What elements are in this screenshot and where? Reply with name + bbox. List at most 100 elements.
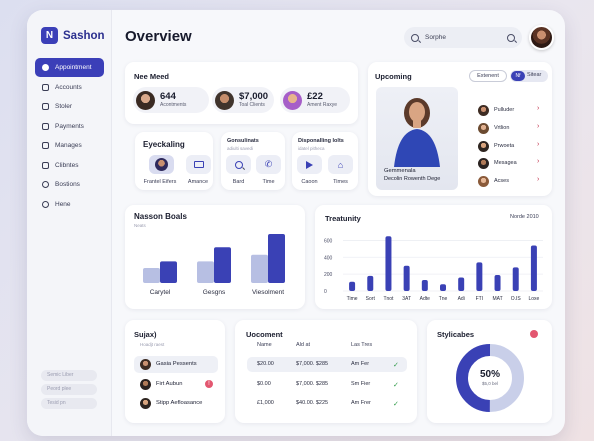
bar: [494, 274, 501, 291]
metric-ament[interactable]: £22 Ament Raxye: [280, 87, 350, 113]
sidebar-item-appointment[interactable]: Appointment: [35, 58, 104, 77]
disponal-tile-1[interactable]: [297, 155, 322, 174]
list-item[interactable]: Acses: [478, 174, 509, 188]
avatar[interactable]: [529, 25, 554, 50]
bar: [512, 267, 519, 291]
sidebar-item-label: Payments: [55, 122, 84, 130]
featured-person-photo: [376, 87, 458, 190]
sidebar-nav: Appointment Accounts Stoler Payments Man…: [35, 58, 104, 214]
sidebar-item-clibntes[interactable]: Clibntes: [35, 156, 104, 175]
search-submit-icon[interactable]: [507, 33, 515, 42]
sidebar-item-label: Hene: [55, 200, 71, 208]
tile-label: Amance: [187, 179, 209, 185]
footer-pill[interactable]: Semic Liber: [41, 370, 97, 381]
chevron-right-icon[interactable]: ›: [537, 105, 540, 112]
footer-pill[interactable]: Peord plee: [41, 384, 97, 395]
home-icon: ⌂: [337, 159, 344, 170]
card-title: Eyeckaling: [143, 140, 185, 149]
list-item-label: Vrtlion: [494, 125, 510, 131]
column-header[interactable]: Ald at: [296, 342, 311, 348]
list-item[interactable]: Vrtlion: [478, 121, 509, 135]
avatar: [140, 398, 151, 409]
donut-center-value: 50%: [479, 369, 500, 380]
tile-label: Times: [333, 179, 348, 185]
metric-appointments[interactable]: 644 Acontments: [133, 87, 209, 113]
chart-legend: Norde 2010: [510, 214, 539, 220]
bar: [440, 284, 446, 291]
bar: [403, 265, 410, 291]
chevron-right-icon[interactable]: ›: [537, 123, 540, 130]
bar: [143, 268, 160, 283]
x-tick-label: 3AT: [402, 296, 411, 302]
chevron-right-icon[interactable]: ›: [537, 141, 540, 148]
column-header[interactable]: Name: [257, 342, 272, 348]
play-icon: [306, 160, 313, 169]
x-tick-label: Sort: [366, 296, 376, 302]
sidebar-item-hene[interactable]: Hene: [35, 195, 104, 214]
app-logo[interactable]: N Sashon: [41, 27, 105, 44]
gear-icon: [42, 181, 49, 188]
bar: [214, 247, 231, 283]
alert-icon: !: [205, 380, 213, 388]
metric-label: Acontments: [160, 102, 187, 108]
avatar: [478, 104, 489, 116]
donut-center-label: $5,0 bel: [481, 381, 498, 386]
gonsul-tile-1[interactable]: [226, 155, 251, 174]
chevron-right-icon[interactable]: ›: [537, 158, 540, 165]
tile-label: Time: [262, 179, 275, 185]
tile-label: Bard: [232, 179, 245, 185]
x-tick-label: O.IS: [511, 296, 522, 302]
avatar: [478, 140, 489, 152]
y-tick-label: 200: [324, 272, 333, 278]
chevron-right-icon[interactable]: ›: [537, 176, 540, 183]
metric-value: £22: [307, 91, 323, 102]
sidebar-item-payments[interactable]: Payments: [35, 117, 104, 136]
bar: [197, 261, 214, 283]
table-row[interactable]: $20.00 $7,000. $285 Am Fer ✓: [247, 357, 407, 372]
check-icon: ✓: [393, 362, 399, 369]
list-item[interactable]: Prwoeta: [478, 139, 514, 153]
sidebar-item-accounts[interactable]: Accounts: [35, 78, 104, 97]
treat-bar-chart: 0 200 400 600 Time Sort Tnot 3AT Adte Tne Adi FTI MA…: [324, 236, 543, 302]
column-header[interactable]: Las Tres: [351, 342, 373, 348]
person-avatar: [215, 90, 234, 110]
list-item[interactable]: Mesagea: [478, 156, 517, 170]
eyeck-tile-1[interactable]: [149, 155, 174, 174]
metric-value: $7,000: [239, 91, 269, 102]
view-toggle[interactable]: Nf Sitear: [510, 70, 548, 82]
document-icon: [42, 103, 49, 110]
metric-label: Toal Clients: [239, 102, 265, 108]
sidebar-item-manages[interactable]: Manages: [35, 136, 104, 155]
disponal-tile-2[interactable]: ⌂: [328, 155, 353, 174]
footer-pill[interactable]: Tesid pn: [41, 398, 97, 409]
x-tick-label: Carytel: [150, 289, 171, 296]
search-bar[interactable]: Sorphe: [404, 27, 522, 48]
metric-clients[interactable]: $7,000 Toal Clients: [212, 87, 274, 113]
bar: [421, 280, 428, 291]
table-row[interactable]: £1,000 $40.00. $225 Am Frer ✓: [247, 396, 407, 411]
extenent-button[interactable]: Extenent: [469, 70, 507, 82]
list-item-label: Stipp Aefloasance: [156, 400, 203, 406]
treat-card: Treatunity Norde 2010 0 200 400 600 Time Sort…: [315, 205, 552, 309]
bar: [268, 233, 285, 283]
avatar: [478, 157, 489, 169]
eyeck-tile-2[interactable]: [186, 155, 211, 174]
gonsul-tile-2[interactable]: ✆: [256, 155, 281, 174]
nasson-card: Nasson Boals Neats Carytel Gesgns Viesolme…: [125, 205, 305, 309]
list-item-label: Mesagea: [494, 160, 517, 166]
sidebar-item-bostions[interactable]: Bostions: [35, 175, 104, 194]
help-icon: [42, 200, 49, 208]
list-item-label: Acses: [494, 178, 509, 184]
bar: [385, 236, 392, 291]
list-item[interactable]: Firt Aubun !: [134, 376, 218, 393]
list-item-label: Prwoeta: [494, 143, 515, 149]
list-item[interactable]: Stipp Aefloasance: [134, 395, 218, 412]
upcoming-list: [462, 89, 548, 192]
table-row[interactable]: $0.00 $7,000. $285 Sm Fier ✓: [247, 377, 407, 392]
list-item[interactable]: Pulluder: [478, 103, 514, 117]
sidebar-item-stoler[interactable]: Stoler: [35, 97, 104, 116]
search-input[interactable]: Sorphe: [425, 34, 446, 41]
bar: [530, 245, 537, 291]
list-item[interactable]: Gasia Pessents: [134, 356, 218, 373]
x-tick-label: Adte: [420, 296, 431, 302]
